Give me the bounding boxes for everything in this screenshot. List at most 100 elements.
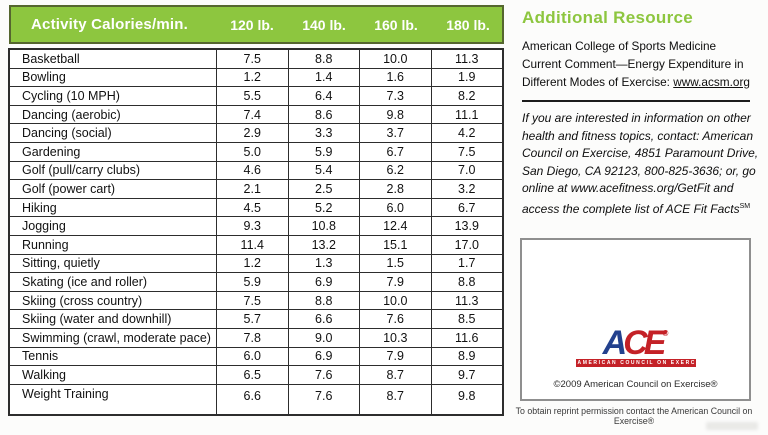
- value-cell-180lb: 11.3: [430, 50, 503, 68]
- value-cell-120lb: 7.5: [216, 50, 288, 68]
- col-header-160lb: 160 lb.: [374, 16, 418, 33]
- table-row: Hiking 4.5 5.2 6.0 6.7: [10, 198, 502, 218]
- value-cell-120lb: 4.6: [216, 161, 288, 180]
- table-row: Running 11.4 13.2 15.1 17.0: [10, 235, 503, 255]
- contact-text: If you are interested in information on …: [522, 111, 759, 216]
- table-row: Sitting, quietly 1.2 1.3 1.5 1.7: [10, 254, 503, 274]
- value-cell-140lb: 9.0: [287, 328, 360, 347]
- value-cell-120lb: 5.7: [216, 310, 288, 328]
- activity-cell: Skiing (cross country): [22, 293, 143, 308]
- value-cell-180lb: 11.1: [430, 105, 503, 124]
- value-cell-160lb: 7.9: [359, 273, 431, 291]
- ace-logo: ACE® AMERICAN COUNCIL ON EXERCISE: [575, 319, 707, 367]
- value-cell-120lb: 1.2: [216, 68, 288, 87]
- col-header-180lb: 180 lb.: [446, 16, 490, 33]
- value-cell-140lb: 8.8: [287, 291, 360, 310]
- value-cell-160lb: 1.5: [359, 254, 431, 273]
- value-cell-140lb: 1.4: [287, 68, 360, 87]
- resource-paragraph: American College of Sports Medicine Curr…: [522, 37, 754, 91]
- table-row: Swimming (crawl, moderate pace) 7.8 9.0 …: [10, 328, 502, 348]
- activity-cell: Golf (pull/carry clubs): [22, 163, 141, 178]
- divider-rule: [522, 100, 750, 102]
- value-cell-180lb: 4.2: [430, 124, 503, 142]
- copyright-line: ©2009 American Council on Exercise®: [553, 379, 718, 390]
- service-mark: SM: [739, 202, 751, 210]
- table-row: Golf (pull/carry clubs) 4.6 5.4 6.2 7.0: [10, 161, 502, 181]
- activity-cell: Cycling (10 MPH): [22, 88, 120, 103]
- activity-cell: Skating (ice and roller): [22, 274, 148, 289]
- value-cell-140lb: 6.9: [287, 273, 360, 291]
- table-row: Skiing (cross country) 7.5 8.8 10.0 11.3: [10, 291, 503, 311]
- table-row: Bowling 1.2 1.4 1.6 1.9: [10, 68, 503, 88]
- value-cell-180lb: 8.5: [430, 310, 503, 328]
- value-cell-160lb: 8.7: [359, 384, 431, 414]
- value-cell-120lb: 5.0: [216, 142, 288, 161]
- table-row: Jogging 9.3 10.8 12.4 13.9: [10, 217, 502, 236]
- value-cell-160lb: 10.0: [359, 50, 431, 68]
- table-row: Gardening 5.0 5.9 6.7 7.5: [10, 142, 503, 162]
- ace-letter-a: A: [602, 324, 627, 362]
- value-cell-140lb: 2.5: [287, 180, 360, 198]
- table-row: Weight Training 6.6 7.6 8.7 9.8: [10, 384, 502, 414]
- value-cell-120lb: 11.4: [216, 235, 288, 254]
- activity-cell: Hiking: [22, 200, 57, 215]
- activity-cell: Running: [22, 237, 69, 252]
- table-row: Tennis 6.0 6.9 7.9 8.9: [10, 347, 502, 367]
- value-cell-120lb: 6.0: [216, 347, 288, 366]
- acsm-link[interactable]: www.acsm.org: [673, 75, 750, 89]
- activity-cell: Jogging: [22, 219, 66, 234]
- value-cell-180lb: 8.8: [430, 273, 503, 291]
- value-cell-160lb: 9.8: [359, 105, 431, 124]
- value-cell-120lb: 5.9: [216, 273, 288, 291]
- col-header-120lb: 120 lb.: [230, 16, 274, 33]
- table-row: Skating (ice and roller) 5.9 6.9 7.9 8.8: [10, 273, 502, 292]
- activity-cell: Sitting, quietly: [22, 256, 100, 271]
- table-header: Activity Calories/min. 120 lb. 140 lb. 1…: [9, 5, 504, 44]
- value-cell-180lb: 9.7: [430, 366, 503, 384]
- reprint-permission-line: To obtain reprint permission contact the…: [515, 406, 753, 426]
- value-cell-180lb: 11.3: [430, 291, 503, 310]
- activity-cell: Weight Training: [22, 386, 109, 401]
- value-cell-180lb: 17.0: [430, 235, 503, 254]
- value-cell-140lb: 5.2: [287, 198, 360, 217]
- activity-cell: Basketball: [22, 51, 80, 66]
- value-cell-160lb: 3.7: [359, 124, 431, 142]
- value-cell-160lb: 1.6: [359, 68, 431, 87]
- table-body: Basketball 7.5 8.8 10.0 11.3 Bowling 1.2…: [8, 48, 504, 416]
- value-cell-160lb: 10.3: [359, 328, 431, 347]
- value-cell-180lb: 7.5: [430, 142, 503, 161]
- value-cell-120lb: 2.9: [216, 124, 288, 142]
- value-cell-120lb: 9.3: [216, 217, 288, 235]
- value-cell-140lb: 5.4: [287, 161, 360, 180]
- value-cell-160lb: 10.0: [359, 291, 431, 310]
- value-cell-120lb: 6.5: [216, 366, 288, 384]
- ace-logo-box: ACE® AMERICAN COUNCIL ON EXERCISE ©2009 …: [520, 238, 751, 401]
- value-cell-120lb: 7.5: [216, 291, 288, 310]
- value-cell-180lb: 8.2: [430, 87, 503, 105]
- value-cell-120lb: 7.4: [216, 105, 288, 124]
- value-cell-180lb: 3.2: [430, 180, 503, 198]
- value-cell-140lb: 8.6: [287, 105, 360, 124]
- ace-logo-letters: ACE®: [576, 319, 696, 360]
- value-cell-140lb: 13.2: [287, 235, 360, 254]
- activity-cell: Swimming (crawl, moderate pace): [22, 330, 211, 345]
- value-cell-180lb: 1.7: [430, 254, 503, 273]
- value-cell-180lb: 1.9: [430, 68, 503, 87]
- activity-cell: Dancing (aerobic): [22, 107, 121, 122]
- value-cell-160lb: 2.8: [359, 180, 431, 198]
- resource-text: American College of Sports Medicine Curr…: [522, 39, 744, 89]
- activity-cell: Golf (power cart): [22, 181, 116, 196]
- table-row: Walking 6.5 7.6 8.7 9.7: [10, 366, 502, 385]
- contact-paragraph: If you are interested in information on …: [522, 110, 764, 219]
- activity-cell: Gardening: [22, 144, 81, 159]
- value-cell-160lb: 6.7: [359, 142, 431, 161]
- ace-letters-ce: CE: [623, 324, 666, 362]
- registered-mark-icon: ®: [662, 329, 669, 338]
- value-cell-140lb: 5.9: [287, 142, 360, 161]
- activity-cell: Bowling: [22, 70, 66, 85]
- value-cell-140lb: 6.6: [287, 310, 360, 328]
- value-cell-140lb: 6.4: [287, 87, 360, 105]
- table-title: Activity Calories/min.: [31, 16, 188, 33]
- value-cell-140lb: 10.8: [287, 217, 360, 235]
